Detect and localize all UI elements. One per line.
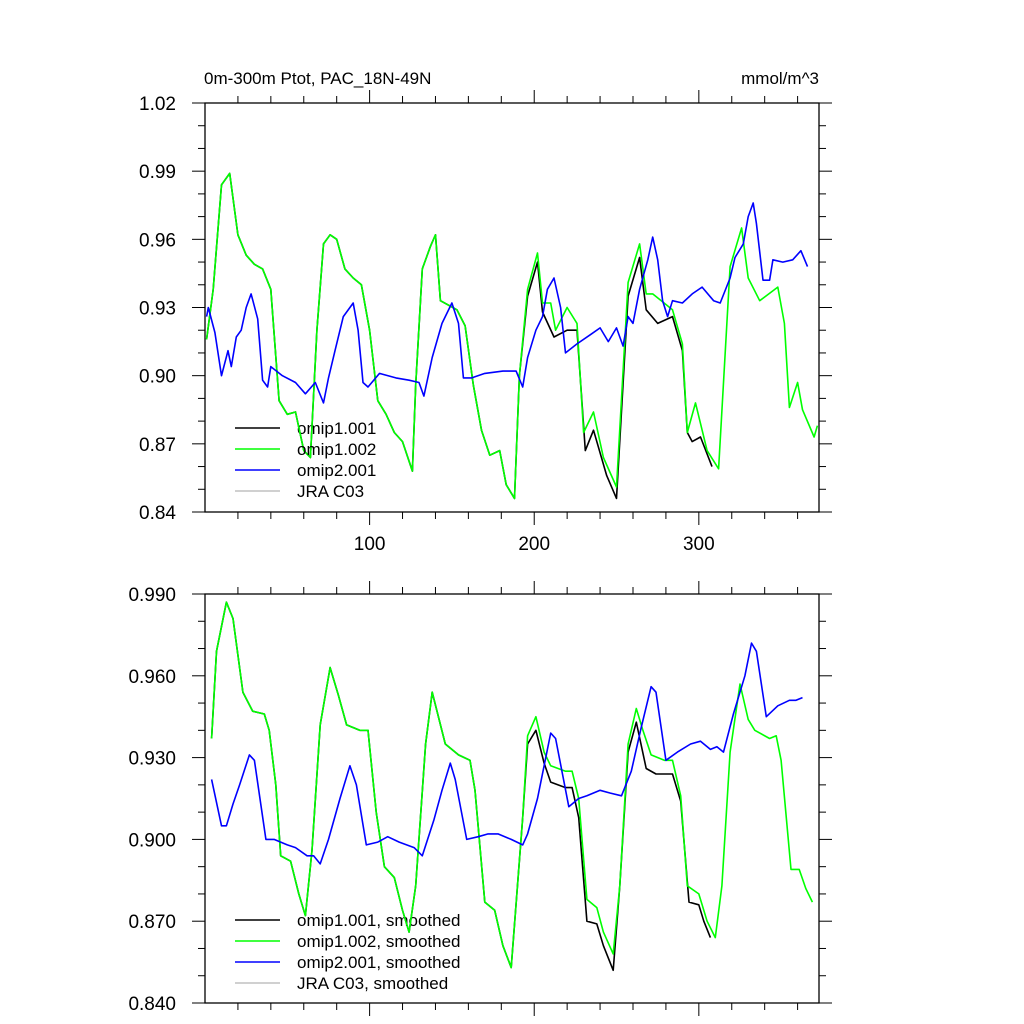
y-tick-label: 0.87 (139, 435, 176, 456)
y-tick-label: 0.96 (139, 230, 176, 251)
chart-title-left: 0m-300m Ptot, PAC_18N-49N (204, 69, 431, 88)
series-line-omip1-002-smoothed (210, 601, 814, 969)
legend-label: omip1.001, smoothed (297, 911, 461, 930)
y-tick-label: 1.02 (139, 94, 176, 115)
y-tick-label: 0.840 (128, 994, 176, 1015)
series-line-omip2-001-smoothed (210, 642, 803, 865)
series-line-omip1-002 (205, 172, 819, 500)
y-tick-label: 0.930 (128, 749, 176, 770)
legend-label: omip1.002 (297, 440, 376, 459)
chart-title-right: mmol/m^3 (741, 69, 819, 88)
y-tick-label: 0.990 (128, 585, 176, 606)
series-line-omip2-001 (205, 202, 809, 404)
y-tick-label: 0.84 (139, 503, 176, 524)
legend-label: omip1.002, smoothed (297, 932, 461, 951)
x-tick-label: 200 (518, 534, 550, 555)
y-tick-label: 0.870 (128, 912, 176, 933)
y-tick-label: 0.93 (139, 299, 176, 320)
plot-panel-2: 0.840 0.870 0.900 0.930 0.960 0.990 omip1.001,… (128, 581, 832, 1016)
plot-frame (204, 593, 820, 1004)
y-tick-label: 0.900 (128, 830, 176, 851)
legend-label: omip1.001 (297, 419, 376, 438)
legend-label: omip2.001, smoothed (297, 953, 461, 972)
y-tick-label: 0.960 (128, 667, 176, 688)
legend-label: JRA C03 (297, 482, 364, 501)
y-tick-label: 0.99 (139, 162, 176, 183)
y-tick-label: 0.90 (139, 367, 176, 388)
legend-label: omip2.001 (297, 461, 376, 480)
x-tick-label: 100 (354, 534, 386, 555)
x-tick-label: 300 (683, 534, 715, 555)
legend-label: JRA C03, smoothed (297, 974, 448, 993)
plot-panel-1: 100 200 300 0.84 0.87 0.90 0.93 0.96 0.99 1.02 omi… (139, 90, 832, 555)
series-line-omip1-001-smoothed (210, 601, 712, 972)
